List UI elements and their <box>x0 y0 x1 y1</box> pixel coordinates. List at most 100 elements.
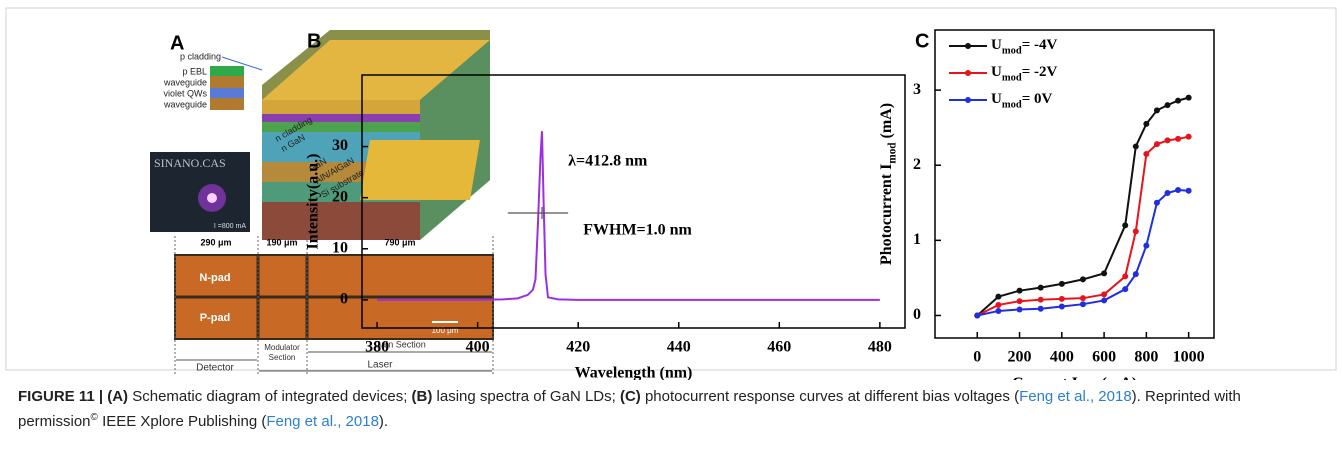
y-tick-label: 30 <box>332 137 348 154</box>
legend-label: Umod= 0V <box>991 91 1052 110</box>
point <box>1122 286 1129 293</box>
layer-swatch <box>210 76 244 88</box>
y-tick-label: 0 <box>913 306 921 323</box>
point <box>1185 94 1192 101</box>
layer-swatch <box>210 66 244 76</box>
point <box>1143 242 1150 249</box>
legend-label: Umod= -2V <box>991 64 1057 83</box>
x-tick-label: 200 <box>1008 349 1032 366</box>
y-tick-label: 10 <box>332 239 348 256</box>
caption: FIGURE 11 | (A) Schematic diagram of int… <box>18 384 1318 434</box>
point <box>995 307 1002 314</box>
legend-label-part: mod <box>1002 73 1022 84</box>
layer <box>262 100 420 114</box>
point <box>1122 222 1129 229</box>
scale-bar-label: 100 μm <box>432 326 459 335</box>
layer <box>262 122 420 132</box>
legend-label-part: = -4V <box>1022 37 1058 53</box>
layer-swatch <box>210 88 244 98</box>
section-label: Laser <box>367 360 393 371</box>
layer <box>262 202 420 240</box>
x-tick-label: 420 <box>566 339 590 356</box>
point <box>1122 273 1129 280</box>
x-tick-label: 460 <box>767 339 791 356</box>
panel-label: A <box>170 32 184 54</box>
annotation: FWHM=1.0 nm <box>583 222 692 239</box>
caption-bold: (A) <box>107 388 129 405</box>
y-axis-label-part: (mA) <box>878 103 895 143</box>
point <box>1143 120 1150 127</box>
annotation: λ=412.8 nm <box>568 153 648 170</box>
point <box>995 293 1002 300</box>
plot-frame <box>361 74 906 329</box>
point <box>1016 287 1023 294</box>
caption-bold: FIGURE 11 | <box>18 388 108 405</box>
point <box>1016 306 1023 313</box>
point <box>1164 137 1171 144</box>
point <box>1153 141 1160 148</box>
legend-marker <box>965 70 971 76</box>
y-tick-label: 0 <box>340 291 348 308</box>
x-tick-label: 1000 <box>1173 349 1205 366</box>
pointer <box>221 56 263 71</box>
point <box>1101 270 1108 277</box>
point <box>1037 305 1044 312</box>
layer-label: waveguide <box>163 99 207 109</box>
x-tick-label: 380 <box>365 339 389 356</box>
panel-a: A n cladding n GaN GaN AlN/AlGaN Si subs… <box>150 30 494 375</box>
point <box>1164 102 1171 109</box>
guides <box>174 236 494 375</box>
panel-label: C <box>915 30 929 52</box>
layer-label: waveguide <box>163 77 207 87</box>
x-axis-label-part: (mA) <box>1102 375 1138 380</box>
figure-frame <box>5 7 1337 371</box>
point <box>1016 298 1023 305</box>
legend-label-part: U <box>991 37 1002 53</box>
point <box>1143 150 1150 157</box>
layer-label: p cladding <box>180 51 221 61</box>
layer-label: p EBL <box>182 66 207 76</box>
section-label: Modulator <box>264 343 300 352</box>
legend-label-part: = 0V <box>1022 91 1053 107</box>
point <box>974 312 981 319</box>
section-label: Section <box>269 353 296 362</box>
y-axis-label: Intensity(a.u.) <box>305 153 322 249</box>
point <box>1175 135 1182 142</box>
contact-pad <box>360 140 480 200</box>
point <box>1132 143 1139 150</box>
photo-label: SINANO.CAS <box>154 156 226 170</box>
legend-label-part: mod <box>1002 46 1022 57</box>
x-tick-label: 400 <box>1050 349 1074 366</box>
point <box>1175 97 1182 104</box>
point <box>1132 228 1139 235</box>
figure: A n cladding n GaN GaN AlN/AlGaN Si subs… <box>5 7 1337 380</box>
point <box>1058 280 1065 287</box>
x-tick-label: 480 <box>868 339 892 356</box>
point <box>995 301 1002 308</box>
x-axis-label: Current IGain(mA) <box>1012 375 1137 380</box>
x-tick-label: 600 <box>1092 349 1116 366</box>
width-label: 290 μm <box>200 237 231 247</box>
point <box>1079 301 1086 308</box>
x-axis-label: Wavelength (nm) <box>575 365 693 380</box>
caption-link[interactable]: Feng et al., 2018 <box>1019 388 1132 405</box>
y-tick-label: 3 <box>913 81 921 98</box>
point <box>1079 276 1086 283</box>
legend-label-part: mod <box>1002 100 1022 111</box>
layer <box>262 114 420 122</box>
caption-plain: ). Reprinted with permission <box>18 388 1241 430</box>
device-top <box>262 40 490 100</box>
y-axis-label: Photocurrent Imod (mA) <box>878 103 899 265</box>
point <box>1153 107 1160 114</box>
caption-plain: IEEE Xplore Publishing ( <box>97 413 267 430</box>
pad-label: P-pad <box>200 312 231 324</box>
point <box>1101 291 1108 298</box>
y-tick-label: 2 <box>913 156 921 173</box>
x-tick-label: 440 <box>667 339 691 356</box>
point <box>1037 284 1044 291</box>
legend-marker <box>965 43 971 49</box>
caption-bold: (B) <box>411 388 433 405</box>
caption-link[interactable]: Feng et al., 2018 <box>266 413 379 430</box>
point <box>1185 133 1192 140</box>
